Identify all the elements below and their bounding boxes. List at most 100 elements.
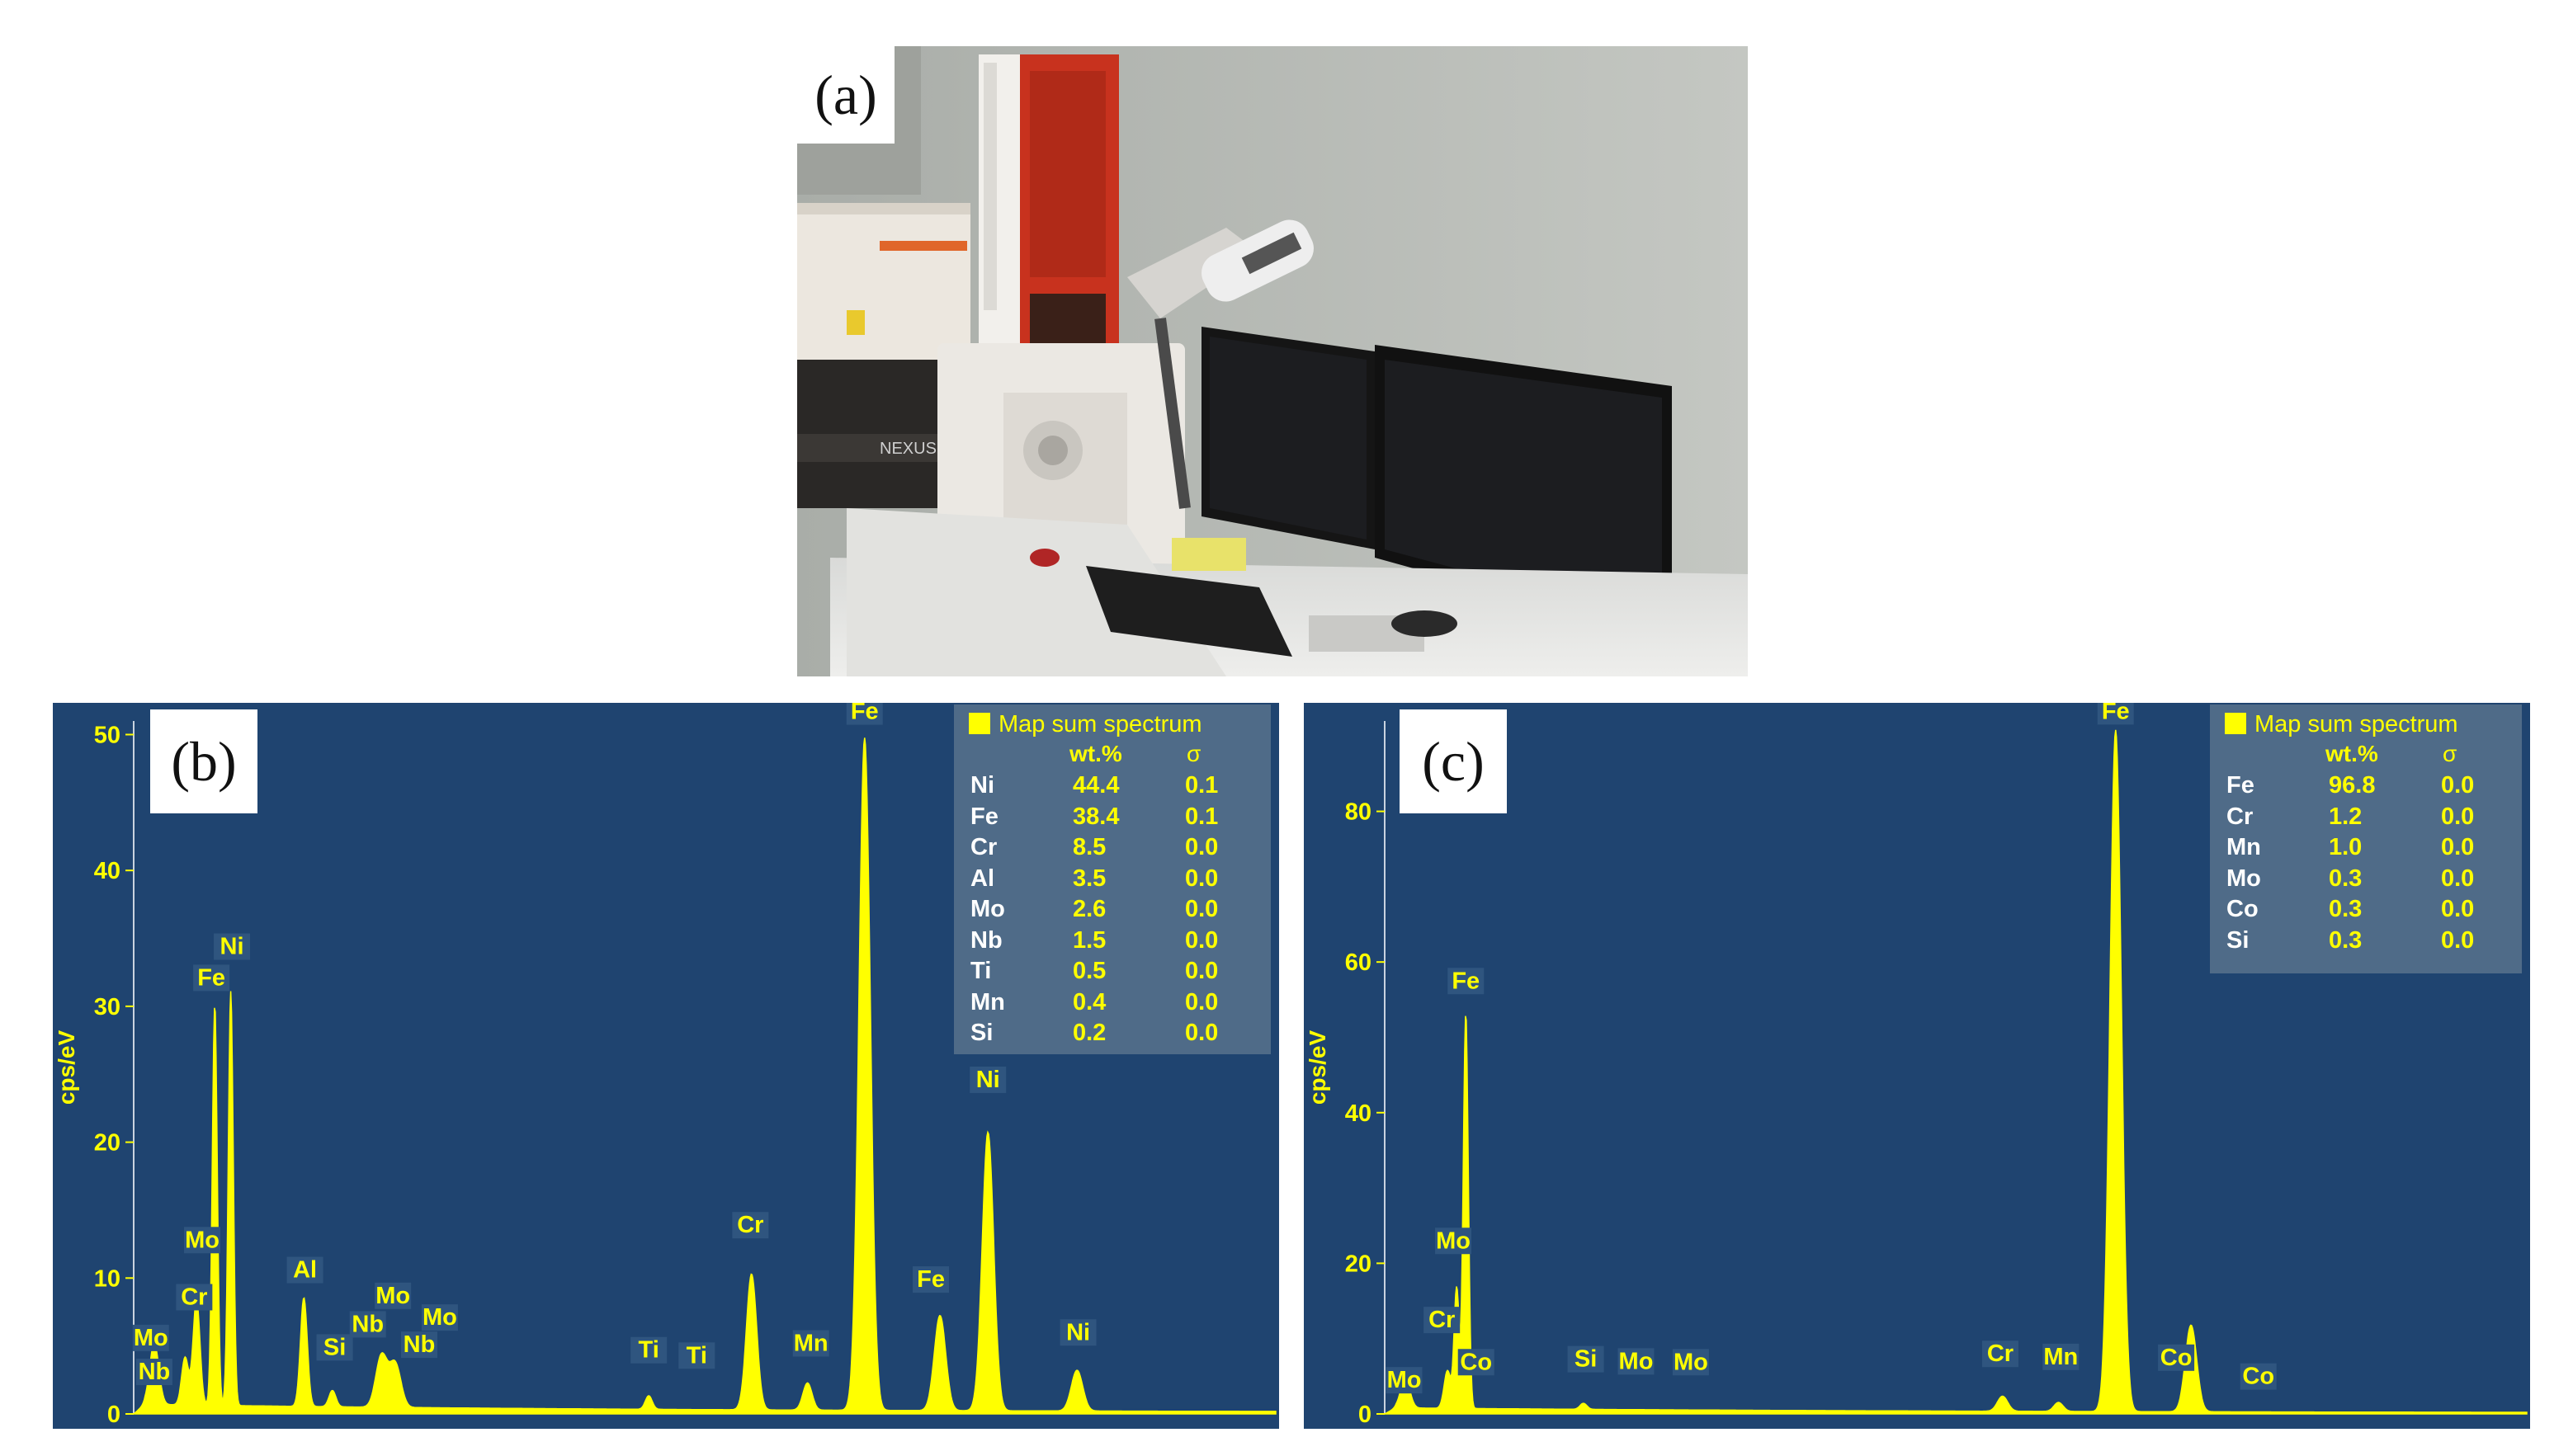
peak-label-text: Fe <box>851 703 879 725</box>
peak-label-box <box>401 1331 437 1359</box>
composition-row: Mn 1.0 0.0 <box>2210 834 2522 865</box>
mouse <box>1391 610 1457 637</box>
legend-col-sigma: σ <box>2443 741 2457 766</box>
y-axis-label: cps/eV <box>54 1030 79 1105</box>
element-symbol: Ti <box>970 958 992 984</box>
peak-label-box <box>1672 1349 1709 1376</box>
peak-label-box <box>1457 1349 1494 1376</box>
element-symbol: Ni <box>970 772 994 799</box>
legend-title: Map sum spectrum <box>999 711 1202 737</box>
wt-percent: 8.5 <box>1073 834 1107 860</box>
wt-percent: 0.3 <box>2329 896 2363 922</box>
y-tick-label: 60 <box>1345 949 1371 976</box>
peak-label: Co <box>1457 1349 1494 1376</box>
wt-percent: 1.5 <box>1073 926 1107 954</box>
peak-label: Al <box>286 1256 323 1284</box>
y-tick-label: 80 <box>1345 799 1371 826</box>
peak-label-text: Si <box>1574 1346 1597 1373</box>
peak-label-text: Cr <box>1987 1341 2014 1367</box>
spectrum-panel-b: 0 10 20 30 40 50 cps/eV Mo Nb Cr Mo Fe Ni Al Si Nb Mo Nb M… <box>53 703 1279 1429</box>
y-tick-label: 30 <box>94 994 120 1020</box>
peak-label: Cr <box>732 1212 769 1239</box>
sem-instrument-photo: NEXUS (a) <box>797 46 1748 676</box>
peak-label-text: Mo <box>1387 1367 1422 1393</box>
peak-label-box <box>1981 1341 2018 1368</box>
peak-label: Mo <box>1617 1348 1655 1375</box>
sigma-value: 0.0 <box>2441 803 2475 830</box>
peak-label-text: Co <box>1460 1349 1492 1375</box>
peak-label-box <box>1423 1307 1461 1334</box>
element-symbol: Nb <box>970 926 1003 954</box>
wt-percent: 1.0 <box>2329 834 2363 860</box>
wt-percent: 0.3 <box>2329 865 2363 892</box>
legend-col-sigma: σ <box>1187 741 1202 766</box>
y-tick-label: 0 <box>107 1402 120 1428</box>
legend-swatch <box>969 713 990 734</box>
sigma-value: 0.1 <box>1185 772 1219 799</box>
element-symbol: Mo <box>2226 865 2261 892</box>
peak-label-box <box>193 964 230 992</box>
sigma-value: 0.0 <box>2441 834 2475 860</box>
peak-label: Mn <box>792 1330 829 1357</box>
sigma-value: 0.0 <box>1185 1020 1219 1046</box>
peak-label-box <box>349 1311 386 1338</box>
legend-title: Map sum spectrum <box>2254 711 2458 737</box>
composition-legend-c: Map sum spectrum wt.% σ Fe 96.8 0.0 Cr 1.2 0.… <box>2210 704 2522 973</box>
peak-label-text: Fe <box>917 1266 945 1293</box>
y-tick-label: 40 <box>1345 1100 1371 1127</box>
element-symbol: Si <box>970 1020 994 1046</box>
legend-col-wt: wt.% <box>2325 741 2378 766</box>
peak-label: Mo <box>1672 1349 1709 1376</box>
peak-label-text: Ti <box>687 1342 707 1369</box>
peak-label-box <box>2158 1344 2195 1371</box>
peak-label-box <box>316 1334 353 1361</box>
red-object <box>1030 549 1060 567</box>
sem-photo-illustration: NEXUS <box>797 46 1748 676</box>
peak-label: Fe <box>193 964 230 992</box>
peak-label: Cr <box>1981 1341 2018 1368</box>
composition-row: Si 0.3 0.0 <box>2210 927 2522 959</box>
peak-label-box <box>1060 1319 1097 1346</box>
composition-row: Mn 0.4 0.0 <box>954 989 1271 1020</box>
peak-label: Si <box>316 1334 353 1361</box>
keyboard <box>1086 566 1292 657</box>
peak-label-text: Mo <box>185 1227 220 1253</box>
wt-percent: 0.5 <box>1073 958 1107 984</box>
peak-label-box <box>1435 1227 1472 1255</box>
cabinet <box>797 203 970 360</box>
peak-label: Mo <box>132 1324 169 1351</box>
peak-label: Nb <box>135 1359 172 1386</box>
panel-letter-a: (a) <box>797 46 895 144</box>
peak-label-text: Cr <box>181 1284 207 1310</box>
wt-percent: 38.4 <box>1073 803 1120 830</box>
peak-label-text: Fe <box>1452 968 1480 994</box>
wt-percent: 0.3 <box>2329 926 2363 954</box>
peak-label-box <box>1386 1367 1423 1394</box>
peak-label: Mo <box>1386 1367 1423 1394</box>
composition-row: Co 0.3 0.0 <box>2210 896 2522 927</box>
wt-percent: 0.4 <box>1073 988 1107 1015</box>
peak-label-text: Mo <box>375 1283 410 1309</box>
peak-label-box <box>421 1304 458 1331</box>
wt-percent: 1.2 <box>2329 803 2363 830</box>
peak-label: Si <box>1567 1345 1604 1373</box>
element-symbol: Cr <box>2226 803 2254 830</box>
peak-label: Mo <box>184 1227 221 1254</box>
peak-label-text: Nb <box>352 1311 384 1337</box>
y-tick-label: 20 <box>1345 1251 1371 1277</box>
composition-row: Si 0.2 0.0 <box>954 1020 1271 1051</box>
legend-swatch <box>2225 713 2246 734</box>
peak-label-text: Co <box>2242 1364 2274 1390</box>
peak-label: Ti <box>630 1336 668 1364</box>
legend-col-wt: wt.% <box>1069 741 1122 766</box>
peak-label: Cr <box>176 1284 213 1311</box>
composition-row: Cr 8.5 0.0 <box>954 834 1271 865</box>
peak-label-box <box>678 1342 715 1369</box>
composition-row: Fe 38.4 0.1 <box>954 803 1271 835</box>
element-symbol: Mn <box>970 988 1005 1015</box>
peak-label-box <box>135 1359 172 1386</box>
peak-label-box <box>846 703 883 725</box>
peak-label-text: Nb <box>139 1359 171 1385</box>
peak-label-text: Cr <box>1428 1307 1455 1333</box>
sigma-value: 0.0 <box>1185 958 1219 984</box>
